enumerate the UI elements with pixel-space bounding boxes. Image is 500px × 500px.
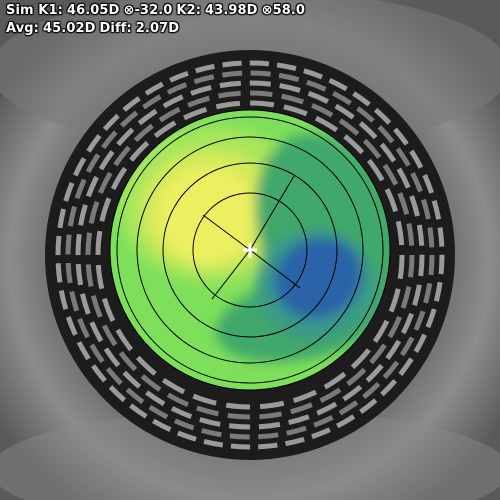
sim-k1-label: Sim K1: (6, 3, 63, 18)
map-outer-border (109, 109, 391, 391)
placido-ring (55, 60, 445, 450)
placido-ring (65, 70, 435, 440)
steep-axis-line-2 (249, 249, 301, 289)
map-ring-1 (192, 192, 308, 308)
map-ring-4 (116, 116, 384, 384)
axis-2-value: 58.0 (272, 3, 306, 18)
placido-ring (75, 80, 425, 430)
k2-value: 43.98D (205, 3, 258, 18)
map-ring-2 (162, 162, 338, 338)
k2-label: K2: (176, 3, 202, 18)
placido-rings (55, 60, 445, 450)
flat-axis-line (249, 175, 295, 251)
diff-label: Diff: (99, 21, 132, 36)
placido-ring (95, 100, 405, 410)
keratometry-readout-line-2: Avg: 45.02D Diff: 2.07D (6, 21, 179, 37)
diff-value: 2.07D (135, 21, 180, 36)
cross-marker-icon (243, 243, 257, 258)
sim-k1-value: 46.05D (66, 3, 120, 18)
avg-label: Avg: (6, 21, 39, 36)
curvature-map (110, 110, 390, 390)
axis-symbol-icon: ⊗ (123, 3, 135, 18)
axis-1-value: -32.0 (134, 3, 173, 18)
map-zone-yellow (158, 167, 258, 263)
keratometry-readout-line-1: Sim K1: 46.05D ⊗-32.0 K2: 43.98D ⊗58.0 (6, 3, 305, 19)
avg-value: 45.02D (42, 21, 96, 36)
flat-axis-line-2 (211, 249, 251, 300)
axis-symbol-icon: ⊗ (261, 3, 273, 18)
placido-ring (85, 90, 415, 420)
map-ring-3 (136, 136, 364, 364)
steep-axis-line (202, 214, 251, 251)
map-zone-blue (273, 237, 363, 319)
